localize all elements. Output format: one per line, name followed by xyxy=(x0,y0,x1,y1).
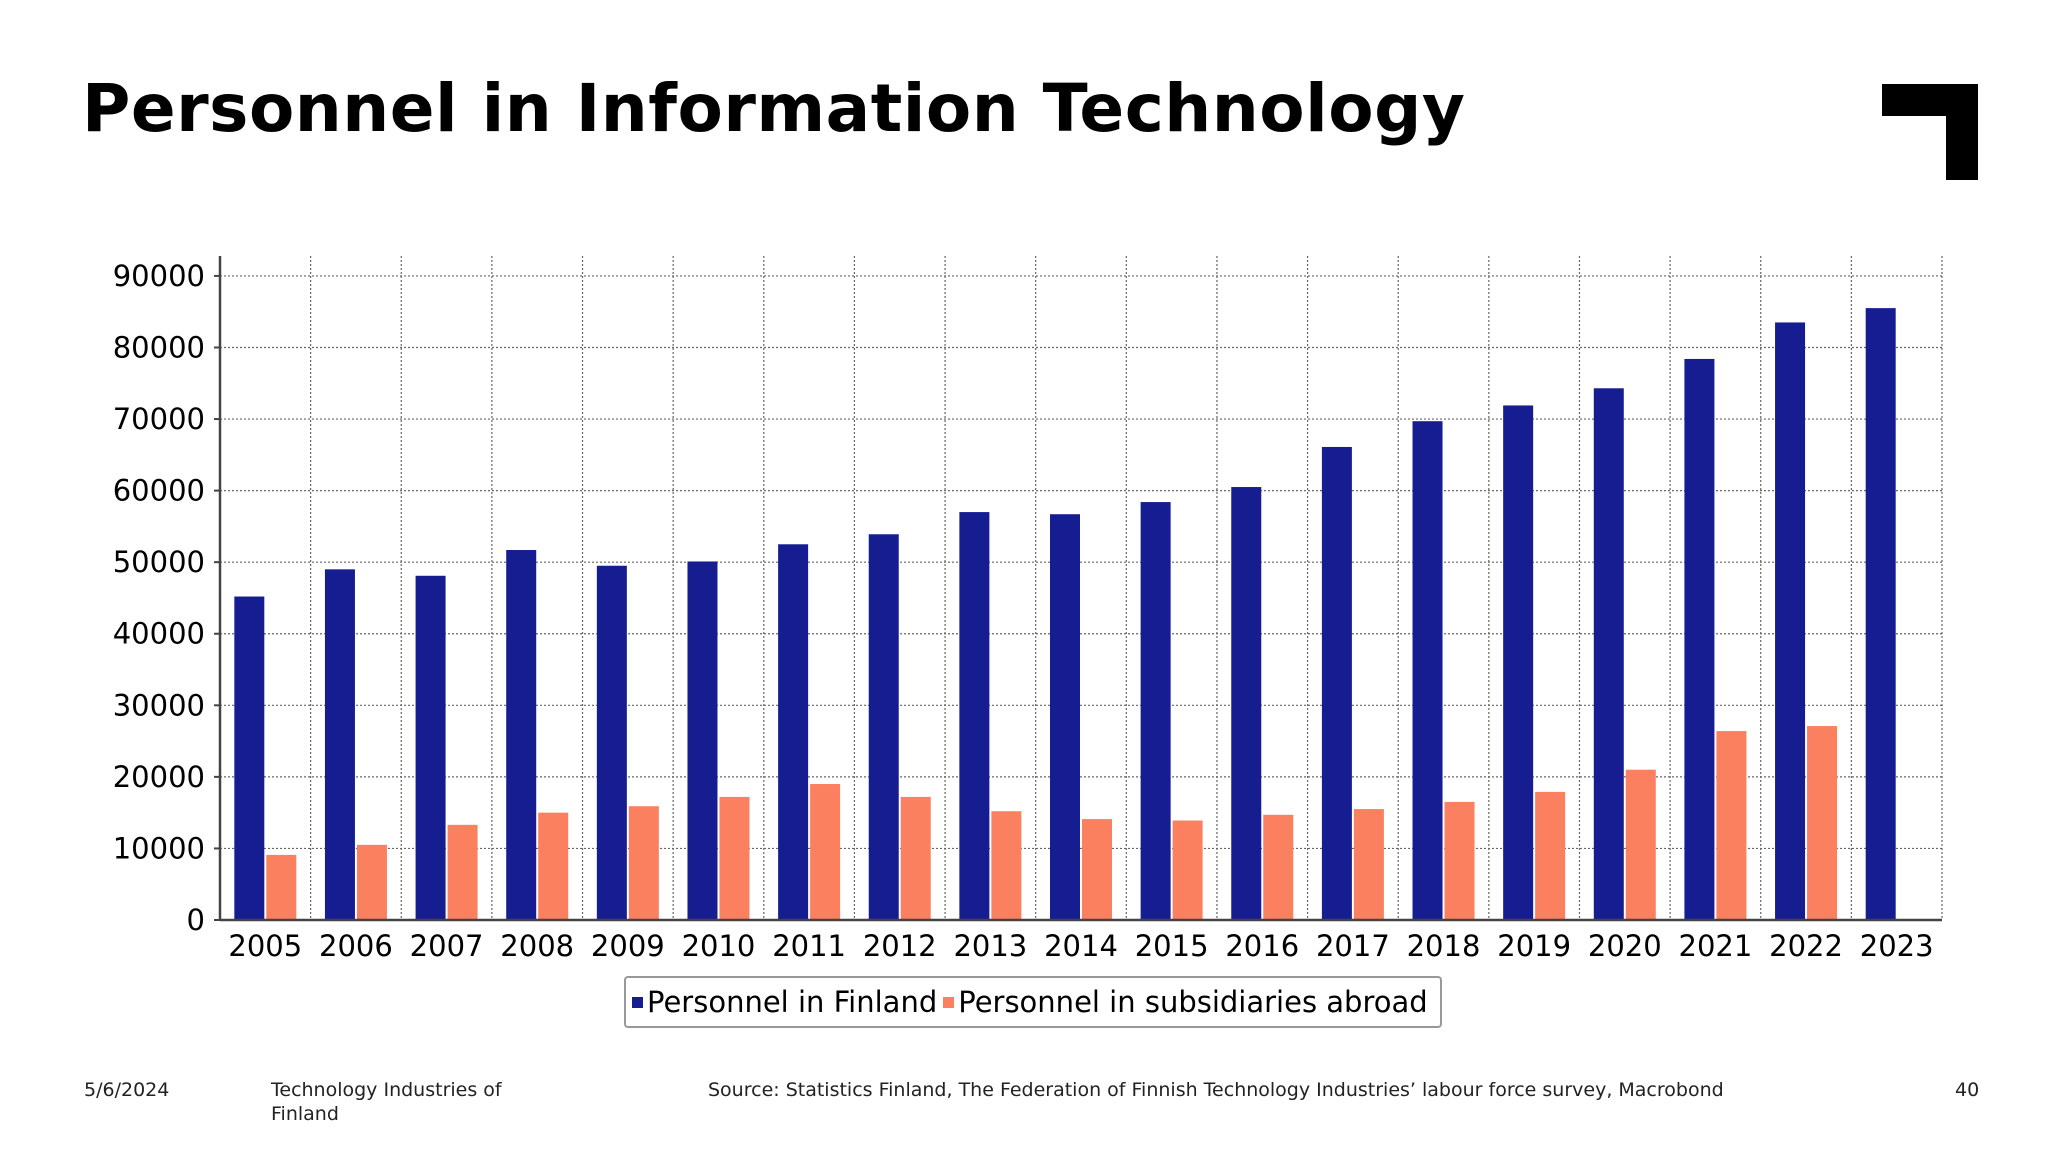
x-tick-label: 2022 xyxy=(1769,929,1843,963)
bar-abroad-2011 xyxy=(810,784,841,920)
x-tick-label: 2007 xyxy=(410,929,484,963)
y-tick-label: 60000 xyxy=(113,474,205,508)
bar-abroad-2009 xyxy=(628,806,659,920)
legend-entry-abroad: Personnel in subsidiaries abroad xyxy=(943,985,1428,1019)
bar-abroad-2019 xyxy=(1535,791,1566,920)
x-tick-label: 2017 xyxy=(1316,929,1390,963)
legend-swatch-abroad xyxy=(943,996,955,1008)
x-tick-label: 2021 xyxy=(1679,929,1753,963)
tick-labels: 0 10000 20000 30000 40000 50000 60000 70000 8000… xyxy=(113,259,1934,963)
grid-lines xyxy=(220,256,1943,920)
y-tick-label: 90000 xyxy=(113,259,205,293)
bar-finland-2019 xyxy=(1503,405,1534,920)
x-tick-label: 2013 xyxy=(953,929,1027,963)
bar-finland-2008 xyxy=(506,550,537,920)
legend-entry-finland: Personnel in Finland xyxy=(632,985,937,1019)
bar-finland-2015 xyxy=(1140,502,1171,920)
legend-label-abroad: Personnel in subsidiaries abroad xyxy=(958,985,1428,1019)
bar-abroad-2015 xyxy=(1172,820,1203,920)
bar-abroad-2010 xyxy=(719,796,750,920)
legend-swatch-finland xyxy=(632,996,643,1008)
footer-page-number: 40 xyxy=(1955,1079,1980,1101)
x-tick-label: 2009 xyxy=(591,929,665,963)
y-tick-label: 0 xyxy=(187,903,205,937)
bar-abroad-2020 xyxy=(1625,769,1656,920)
x-tick-label: 2020 xyxy=(1588,929,1662,963)
y-tick-label: 30000 xyxy=(113,688,205,722)
footer-date: 5/6/2024 xyxy=(84,1079,170,1101)
corner-bracket-logo-icon xyxy=(1882,84,1978,180)
bar-finland-2007 xyxy=(415,575,446,920)
bar-abroad-2007 xyxy=(447,824,478,920)
bar-finland-2014 xyxy=(1050,514,1080,920)
y-tick-label: 40000 xyxy=(113,617,205,651)
y-tick-label: 80000 xyxy=(113,330,205,364)
bar-finland-2023 xyxy=(1865,308,1896,920)
y-tick-label: 70000 xyxy=(113,402,205,436)
x-tick-label: 2023 xyxy=(1860,929,1934,963)
bar-finland-2005 xyxy=(234,596,265,920)
y-tick-label: 10000 xyxy=(113,831,205,865)
x-tick-label: 2006 xyxy=(319,929,393,963)
x-tick-label: 2019 xyxy=(1497,929,1571,963)
x-tick-label: 2011 xyxy=(772,929,846,963)
bar-finland-2009 xyxy=(596,565,627,920)
bar-finland-2017 xyxy=(1321,446,1352,920)
x-tick-label: 2005 xyxy=(228,929,302,963)
bar-abroad-2018 xyxy=(1444,801,1475,920)
bars xyxy=(234,308,1896,920)
bar-finland-2021 xyxy=(1684,358,1715,920)
bar-abroad-2005 xyxy=(266,854,297,920)
axes xyxy=(214,256,1942,922)
bar-abroad-2017 xyxy=(1353,809,1384,920)
legend-label-finland: Personnel in Finland xyxy=(647,985,938,1019)
footer-organization: Technology Industries of Finland xyxy=(271,1079,502,1125)
bar-finland-2006 xyxy=(324,569,355,920)
page-title: Personnel in Information Technology xyxy=(82,70,1466,147)
bar-abroad-2021 xyxy=(1716,731,1747,920)
bar-abroad-2014 xyxy=(1082,819,1112,920)
x-tick-label: 2016 xyxy=(1225,929,1299,963)
bar-abroad-2022 xyxy=(1807,726,1838,920)
x-tick-label: 2018 xyxy=(1407,929,1481,963)
bar-finland-2020 xyxy=(1593,388,1624,920)
bar-finland-2012 xyxy=(868,534,899,920)
x-tick-label: 2008 xyxy=(500,929,574,963)
bar-abroad-2012 xyxy=(900,796,931,920)
bar-abroad-2016 xyxy=(1263,814,1294,920)
bar-finland-2011 xyxy=(778,544,809,920)
x-tick-label: 2012 xyxy=(863,929,937,963)
x-tick-label: 2010 xyxy=(682,929,756,963)
x-tick-label: 2015 xyxy=(1135,929,1209,963)
bar-finland-2013 xyxy=(959,512,990,920)
bar-finland-2010 xyxy=(687,561,718,920)
legend: Personnel in Finland Personnel in subsid… xyxy=(624,976,1442,1028)
y-tick-label: 50000 xyxy=(113,545,205,579)
bar-abroad-2013 xyxy=(991,811,1022,920)
bar-finland-2018 xyxy=(1412,421,1443,920)
y-tick-label: 20000 xyxy=(113,760,205,794)
x-tick-label: 2014 xyxy=(1044,929,1118,963)
footer-source: Source: Statistics Finland, The Federati… xyxy=(708,1079,1724,1101)
bar-abroad-2008 xyxy=(538,812,569,920)
bar-finland-2016 xyxy=(1231,487,1262,920)
bar-finland-2022 xyxy=(1775,322,1806,920)
bar-abroad-2006 xyxy=(356,844,387,920)
